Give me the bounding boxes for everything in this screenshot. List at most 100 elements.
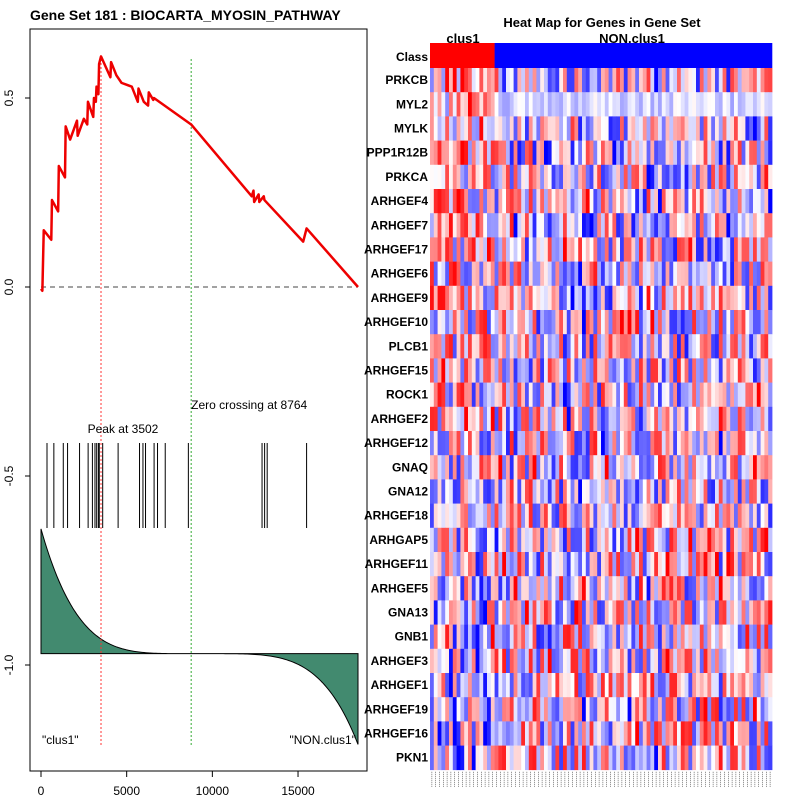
heatmap-cell [593,697,598,722]
heatmap-cell [441,648,446,674]
heatmap-cell [688,261,693,287]
heatmap-cell [544,358,549,383]
heatmap-cell [707,697,712,722]
heatmap-cell [620,382,625,408]
heatmap-cell [471,745,476,771]
heatmap-cell [433,552,438,577]
heatmap-cell [692,68,697,93]
heatmap-cell [570,285,575,311]
heatmap-cell [593,721,598,746]
heatmap-cell [608,237,613,262]
heatmap-cell [715,68,720,93]
heatmap-cell [433,140,438,166]
heatmap-cell [616,285,621,311]
heatmap-cell [509,503,514,529]
heatmap-cell [646,334,651,359]
heatmap-cell [563,624,568,650]
heatmap-cell [665,576,670,601]
heatmap-cell [441,431,446,456]
heatmap-cell [608,552,613,577]
heatmap-cell [517,576,522,601]
heatmap-cell [506,552,511,577]
heatmap-cell [665,310,670,335]
heatmap-cell [521,406,526,432]
heatmap-cell [658,479,663,504]
heatmap-cell [661,673,666,698]
heatmap-cell [521,697,526,722]
heatmap-cell [715,503,720,529]
heatmap-cell [715,673,720,698]
enrichment-plot-frame [29,28,368,772]
heatmap-cell [544,697,549,722]
heatmap-cell [532,745,537,771]
gene-label: GNA12 [388,485,428,499]
heatmap-cell [433,527,438,553]
heatmap-cell [760,527,765,553]
heatmap-cell [517,68,522,93]
heatmap-cell [718,552,723,577]
heatmap-cell [445,237,450,262]
heatmap-cell [521,310,526,335]
heatmap-cell [437,310,442,335]
heatmap-cell [464,189,469,214]
heatmap-cell [692,261,697,287]
gene-label: ARHGEF3 [371,654,429,668]
heatmap-cell [437,285,442,311]
heatmap-cell [475,431,480,456]
heatmap-cell [551,648,556,674]
heatmap-cell [585,431,590,456]
heatmap-cell [749,745,754,771]
heatmap-cell [749,721,754,746]
heatmap-cell [566,600,571,625]
heatmap-cell [490,285,495,311]
heatmap-cell [547,334,552,359]
heatmap-cell [601,261,606,287]
heatmap-cell [677,745,682,771]
heatmap-cell [585,552,590,577]
heatmap-cell [506,140,511,166]
gene-label: ARHGEF9 [371,291,429,305]
heatmap-cell [502,164,507,190]
heatmap-cell [749,431,754,456]
heatmap-cell [449,673,454,698]
heatmap-cell [601,431,606,456]
heatmap-cell [718,189,723,214]
heatmap-cell [627,624,632,650]
heatmap-cell [699,673,704,698]
heatmap-cell [635,237,640,262]
heatmap-cell [764,721,769,746]
heatmap-cell [730,527,735,553]
heatmap-cell [642,648,647,674]
heatmap-cell [688,624,693,650]
heatmap-cell [715,527,720,553]
heatmap-cell [513,164,518,190]
heatmap-cell [661,382,666,408]
heatmap-cell [620,285,625,311]
heatmap-cell [582,213,587,238]
heatmap-cell [608,648,613,674]
heatmap-cell [574,68,579,93]
heatmap-cell [661,527,666,553]
heatmap-cell [468,358,473,383]
heatmap-cell [563,745,568,771]
heatmap-cell [669,648,674,674]
heatmap-cell [570,624,575,650]
heatmap-cell [753,503,758,529]
heatmap-cell [665,745,670,771]
heatmap-cell [635,285,640,311]
heatmap-cell [737,624,742,650]
heatmap-cell [760,745,765,771]
heatmap-cell [551,479,556,504]
heatmap-cell [445,261,450,287]
heatmap-cell [456,721,461,746]
heatmap-cell [749,455,754,480]
heatmap-cell [601,382,606,408]
heatmap-cell [536,164,541,190]
heatmap-cell [661,479,666,504]
heatmap-cell [487,310,492,335]
heatmap-cell [452,237,457,262]
heatmap-cell [528,382,533,408]
heatmap-cell [589,382,594,408]
heatmap-cell [734,697,739,722]
heatmap-cell [665,552,670,577]
